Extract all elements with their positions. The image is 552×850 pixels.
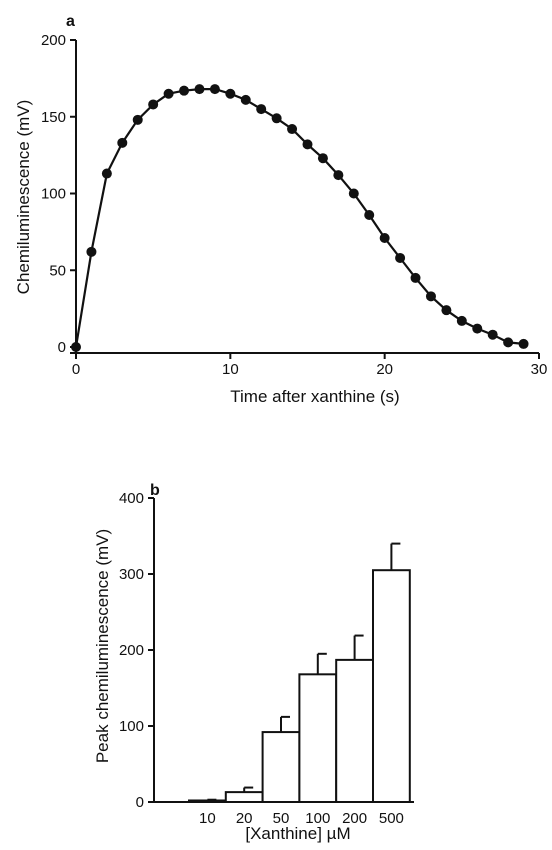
panel-b-bar-chart: b Peak chemiluminescence (mV) [Xanthine]… (93, 482, 414, 843)
panel-a-data-point (163, 88, 174, 99)
panel-b-x-tick-label: 50 (273, 810, 290, 827)
panel-b-y-tick-label: 100 (119, 718, 144, 735)
panel-b-x-axis-title: [Xanthine] µM (245, 824, 350, 843)
panel-a-data-point (71, 342, 81, 352)
panel-a-data-point (518, 338, 529, 349)
panel-a-data-point (86, 246, 97, 257)
panel-a-data-point (132, 114, 143, 125)
panel-a-x-tick-label: 30 (531, 361, 548, 378)
panel-a-line-chart: a Chemiluminescence (mV) Time after xant… (14, 13, 547, 406)
panel-a-x-axis-title: Time after xanthine (s) (230, 387, 399, 406)
panel-a-data-point (179, 85, 190, 96)
panel-a-data-point (271, 113, 282, 124)
panel-a-data-point (256, 104, 267, 115)
panel-a-y-tick-label: 100 (41, 186, 66, 203)
panel-a-data-point (317, 153, 328, 164)
panel-b-ticks: 0 100 200 300 400 10 20 50 100 200 500 (119, 490, 404, 827)
panel-a-y-tick-label: 200 (41, 32, 66, 49)
panel-a-data-point (209, 84, 220, 95)
panel-b-letter: b (150, 482, 160, 499)
panel-a-y-tick-label: 0 (58, 339, 66, 356)
panel-a-data-point (101, 168, 112, 179)
panel-b-bar (298, 673, 338, 804)
panel-a-data-point (472, 323, 483, 334)
panel-a-ticks: 0 50 100 150 200 0 10 20 30 (41, 32, 547, 378)
panel-b-bars (188, 542, 411, 804)
panel-a-x-tick-label: 0 (72, 361, 80, 378)
panel-a-data-point (503, 337, 514, 348)
panel-a-data-point (194, 84, 205, 95)
panel-a-series (71, 84, 529, 352)
panel-b-y-tick-label: 300 (119, 566, 144, 583)
panel-a-y-axis-title: Chemiluminescence (mV) (14, 100, 33, 295)
panel-b-bar (335, 658, 375, 803)
panel-b-x-tick-label: 100 (305, 810, 330, 827)
panel-a-data-point (240, 94, 251, 105)
panel-a-data-point (410, 272, 421, 283)
panel-a-data-point (302, 139, 313, 150)
panel-a-series-line (74, 87, 524, 348)
panel-b-y-tick-label: 200 (119, 642, 144, 659)
panel-a-data-point (117, 137, 128, 148)
panel-a-data-point (333, 170, 344, 181)
panel-a-data-point (379, 233, 390, 244)
panel-b-x-tick-label: 200 (342, 810, 367, 827)
panel-a-data-point (487, 329, 498, 340)
panel-b-bar (224, 791, 264, 803)
panel-b-bar (372, 569, 411, 804)
panel-a-x-tick-label: 20 (376, 361, 393, 378)
panel-a-data-point (425, 291, 436, 302)
panel-b-x-tick-label: 500 (379, 810, 404, 827)
panel-a-data-point (287, 124, 298, 135)
panel-a-data-point (225, 88, 236, 99)
panel-b-x-tick-label: 20 (236, 810, 253, 827)
panel-b-bar (261, 731, 301, 804)
panel-a-y-tick-label: 50 (49, 262, 66, 279)
panel-b-y-tick-label: 0 (136, 794, 144, 811)
panel-a-data-point (148, 99, 159, 110)
panel-a-data-point (456, 315, 467, 326)
panel-b-y-tick-label: 400 (119, 490, 144, 507)
panel-a-y-tick-label: 150 (41, 109, 66, 126)
panel-a-x-tick-label: 10 (222, 361, 239, 378)
panel-a-data-point (441, 305, 452, 316)
panel-a-data-point (395, 252, 406, 263)
panel-a-data-point (364, 209, 375, 220)
panel-b-y-axis-title: Peak chemiluminescence (mV) (93, 529, 112, 763)
panel-a-axes (70, 40, 539, 354)
panel-a-letter: a (66, 13, 75, 30)
panel-a-data-point (348, 188, 359, 199)
panel-b-x-tick-label: 10 (199, 810, 216, 827)
